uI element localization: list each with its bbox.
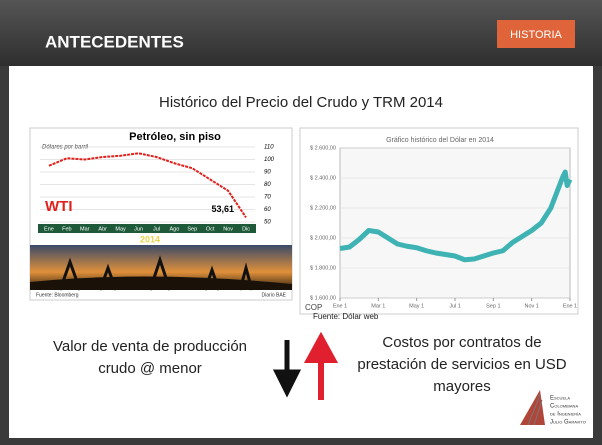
left-text: crudo @ menor	[98, 360, 202, 377]
x-tick-label: Jul	[153, 226, 160, 232]
x-tick-label: May 1	[409, 303, 424, 309]
x-tick-label: Feb	[62, 226, 71, 232]
series-label: WTI	[45, 198, 73, 215]
x-tick-label: Ago	[169, 226, 179, 232]
slide-title: Histórico del Precio del Crudo y TRM 201…	[159, 94, 443, 111]
y-tick-label: 60	[264, 207, 271, 213]
x-tick-label: Nov	[223, 226, 233, 232]
x-tick-label: Sep 1	[486, 303, 500, 309]
y-tick-label: 90	[264, 170, 271, 176]
y-tick-label: 50	[264, 220, 271, 226]
tag-box	[497, 20, 575, 48]
y-tick-label: $ 1.600,00	[310, 295, 336, 301]
logo-text: Colombiana	[550, 404, 578, 410]
chart-title: Gráfico histórico del Dólar en 2014	[386, 137, 494, 144]
y-tick-label: $ 1.800,00	[310, 265, 336, 271]
right-text: prestación de servicios en USD	[357, 356, 566, 373]
x-tick-label: Jul 1	[449, 303, 461, 309]
rate-line	[339, 169, 573, 263]
y-tick-label: $ 2.400,00	[310, 175, 336, 181]
logo-text: de Ingeniería	[550, 412, 581, 418]
x-tick-label: Ene 1	[563, 303, 577, 309]
y-tick-label: 80	[264, 182, 271, 188]
chart-title: Petróleo, sin piso	[129, 131, 221, 143]
x-tick-label: Mar	[80, 226, 90, 232]
source: Fuente: Bloomberg	[36, 292, 79, 298]
logo-text: Escuela	[550, 396, 570, 402]
year: 2014	[140, 234, 160, 244]
y-tick-label: 100	[264, 157, 275, 163]
x-tick-label: Mar 1	[371, 303, 385, 309]
credit: Diario BAE	[262, 292, 287, 298]
x-tick-label: Ene	[44, 226, 54, 232]
y-unit: COP	[305, 303, 322, 312]
y-tick-label: 70	[264, 195, 271, 201]
x-tick-label: Jun	[134, 226, 143, 232]
logo-text: Julio Garavito	[550, 420, 586, 426]
y-tick-label: $ 2.200,00	[310, 205, 336, 211]
header-title: ANTECEDENTES	[45, 32, 184, 51]
x-tick-label: Nov 1	[524, 303, 538, 309]
ground	[30, 276, 292, 290]
left-text: Valor de venta de producción	[53, 338, 247, 355]
plot-area	[339, 147, 571, 299]
down-arrow	[272, 340, 302, 398]
x-tick-label: May	[115, 226, 126, 232]
x-tick-label: Sep	[187, 226, 197, 232]
x-tick-label: Dic	[242, 226, 250, 232]
price-line	[48, 152, 247, 219]
x-tick-label: Oct	[206, 226, 215, 232]
rigs	[58, 255, 254, 291]
x-tick-label: Ene 1	[333, 303, 347, 309]
source: Fuente: Dólar web	[313, 312, 379, 321]
chart-dolar: Gráfico histórico del Dólar en 2014 $ 2.6…	[299, 127, 579, 321]
tag: HISTORIA	[510, 29, 562, 41]
chart-wti: Petróleo, sin piso Dólares por barril 110 1…	[29, 127, 293, 301]
y-label: Dólares por barril	[42, 145, 89, 151]
x-tick-label: Abr	[98, 226, 107, 232]
y-tick-label: $ 2.600,00	[310, 145, 336, 151]
y-tick-label: $ 2.000,00	[310, 235, 336, 241]
logo-lines	[527, 394, 543, 426]
month-bar	[38, 224, 256, 233]
y-tick-label: 110	[264, 145, 274, 151]
value-label: 53,61	[212, 204, 235, 214]
up-arrow	[303, 331, 339, 400]
right-text: Costos por contratos de	[382, 334, 541, 351]
texts: Valor de venta de producción crudo @ meno…	[53, 334, 586, 426]
right-text: mayores	[433, 378, 491, 395]
